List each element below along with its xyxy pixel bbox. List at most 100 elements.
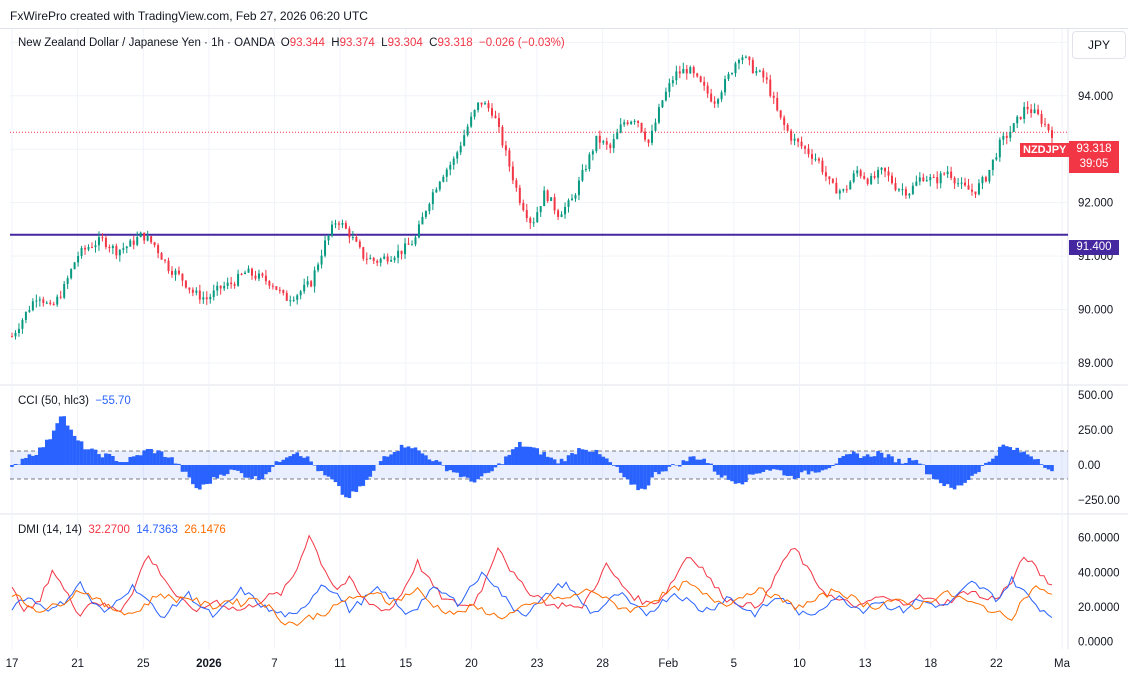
cci-bar [702,458,706,465]
cci-bar [514,447,519,465]
candle-body [484,103,487,105]
cci-bar [789,465,793,476]
candle-body [477,102,480,111]
cci-bar [629,465,633,485]
candle-body [167,260,170,271]
cci-bar [1032,459,1037,465]
candle-body [417,224,420,238]
candle-body [536,212,539,223]
cci-bar [733,465,738,484]
candle-body [177,270,180,274]
candle-body [14,332,17,337]
cci-bar [420,453,425,465]
candle-body [630,121,633,124]
cci-bar [650,465,654,478]
cci-bar [1050,465,1054,472]
candle-body [866,178,869,184]
candle-body [518,187,521,203]
cci-bar [58,416,63,465]
cci-bar [918,463,922,465]
candle-body [365,258,368,260]
cci-bar [886,454,891,465]
cci-bar [705,463,710,465]
cci-bar [945,465,950,485]
candle-body [595,135,598,152]
candle-body [936,177,939,184]
candle-body [397,250,400,258]
candle-body [442,176,445,182]
time-tick-label: 17 [6,658,19,670]
cci-bar [778,465,783,471]
cci-bar [149,448,153,465]
cci-bar [298,456,303,465]
candle-body [223,285,226,289]
candle-body [244,272,247,275]
cci-bar [257,465,261,481]
cci-bar [608,462,613,465]
cci-bar [970,465,974,476]
cci-bar [723,465,727,476]
candle-body [153,242,156,246]
candle-body [807,148,810,155]
cci-bar [688,456,693,465]
cci-bar [719,465,724,478]
cci-bar [44,439,49,465]
candle-body [470,116,473,127]
cci-bar [709,463,713,465]
cci-bar [904,462,908,465]
price-chart-svg[interactable]: 95.00094.00093.00092.00091.00090.00089.0… [0,29,1128,677]
cci-bar [330,465,334,480]
candle-body [880,167,883,170]
candle-body [612,139,615,149]
candle-body [56,296,59,305]
cci-bar [444,465,449,472]
candle-body [689,67,692,74]
cci-bar [368,465,373,477]
candle-body [706,85,709,94]
candle-body [845,189,848,191]
cci-bar [260,465,265,480]
cci-bar [1011,450,1016,465]
cci-bar [138,455,143,465]
candle-body [21,319,24,329]
cci-bar [841,456,846,465]
attribution-text: FxWirePro created with TradingView.com, … [10,9,368,23]
open-label: O [280,37,290,49]
cci-bar [107,453,112,465]
cci-bar [497,463,501,465]
cci-bar [518,441,522,465]
cci-bar [90,448,94,465]
candle-body [421,216,424,225]
cci-bar [1025,454,1030,465]
cci-bar [243,465,247,478]
candle-body [491,108,493,116]
cci-bar [758,465,762,474]
candle-body [296,295,299,300]
cci-value: −55.70 [95,395,131,407]
symbol-title: New Zealand Dollar / Japanese Yen · 1h ·… [18,37,275,49]
candle-body [797,138,800,142]
candle-body [929,177,932,181]
cci-bar [921,464,926,465]
candle-body [195,290,198,293]
cci-bar [524,446,529,465]
cci-bar [980,465,985,466]
cci-bar [751,465,755,475]
candle-body [553,197,556,211]
candle-body [271,285,274,287]
dmi-tick-label: 40.0000 [1078,567,1120,579]
candle-body [52,303,55,305]
cci-bar [417,450,421,465]
candle-body [577,180,580,196]
currency-button[interactable]: JPY [1072,31,1126,59]
candle-body [988,169,991,182]
candle-body [946,171,949,175]
chart-area[interactable]: 95.00094.00093.00092.00091.00090.00089.0… [0,28,1128,677]
cci-bar [1001,444,1006,465]
candle-body [619,124,622,133]
candle-body [11,336,13,338]
dmi-tick-label: 60.0000 [1078,533,1120,545]
candle-body [786,124,789,131]
candle-body [915,181,918,186]
candle-body [567,200,570,207]
